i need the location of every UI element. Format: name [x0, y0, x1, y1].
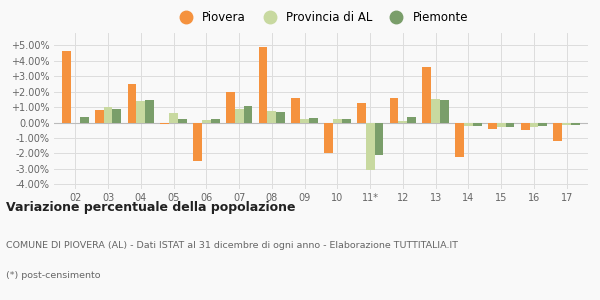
Bar [128, 84, 136, 123]
Bar [300, 119, 309, 123]
Text: (*) post-censimento: (*) post-censimento [6, 271, 101, 280]
Bar [226, 92, 235, 123]
Bar [506, 123, 514, 127]
Bar [488, 123, 497, 129]
Bar [440, 100, 449, 123]
Text: Variazione percentuale della popolazione: Variazione percentuale della popolazione [6, 202, 296, 214]
Bar [136, 101, 145, 123]
Bar [193, 123, 202, 161]
Bar [473, 123, 482, 126]
Bar [497, 123, 506, 127]
Bar [169, 113, 178, 123]
Bar [538, 123, 547, 126]
Bar [292, 98, 300, 123]
Bar [324, 123, 333, 154]
Bar [366, 123, 374, 170]
Bar [342, 119, 350, 123]
Bar [178, 119, 187, 123]
Bar [389, 98, 398, 123]
Bar [562, 123, 571, 125]
Bar [104, 107, 112, 123]
Text: COMUNE DI PIOVERA (AL) - Dati ISTAT al 31 dicembre di ogni anno - Elaborazione T: COMUNE DI PIOVERA (AL) - Dati ISTAT al 3… [6, 241, 458, 250]
Bar [357, 103, 366, 123]
Bar [235, 110, 244, 123]
Bar [244, 106, 253, 123]
Bar [553, 123, 562, 141]
Bar [422, 67, 431, 123]
Bar [309, 118, 318, 123]
Bar [160, 123, 169, 124]
Bar [455, 123, 464, 157]
Bar [62, 51, 71, 123]
Bar [464, 123, 473, 126]
Bar [112, 109, 121, 123]
Bar [374, 123, 383, 155]
Bar [211, 119, 220, 123]
Legend: Piovera, Provincia di AL, Piemonte: Piovera, Provincia di AL, Piemonte [174, 11, 468, 24]
Bar [95, 110, 104, 123]
Bar [571, 123, 580, 125]
Bar [202, 120, 211, 123]
Bar [431, 99, 440, 123]
Bar [268, 111, 276, 123]
Bar [521, 123, 530, 130]
Bar [530, 123, 538, 127]
Bar [145, 100, 154, 123]
Bar [80, 117, 89, 123]
Bar [333, 119, 342, 123]
Bar [407, 117, 416, 123]
Bar [398, 121, 407, 123]
Bar [276, 112, 285, 123]
Bar [259, 47, 268, 123]
